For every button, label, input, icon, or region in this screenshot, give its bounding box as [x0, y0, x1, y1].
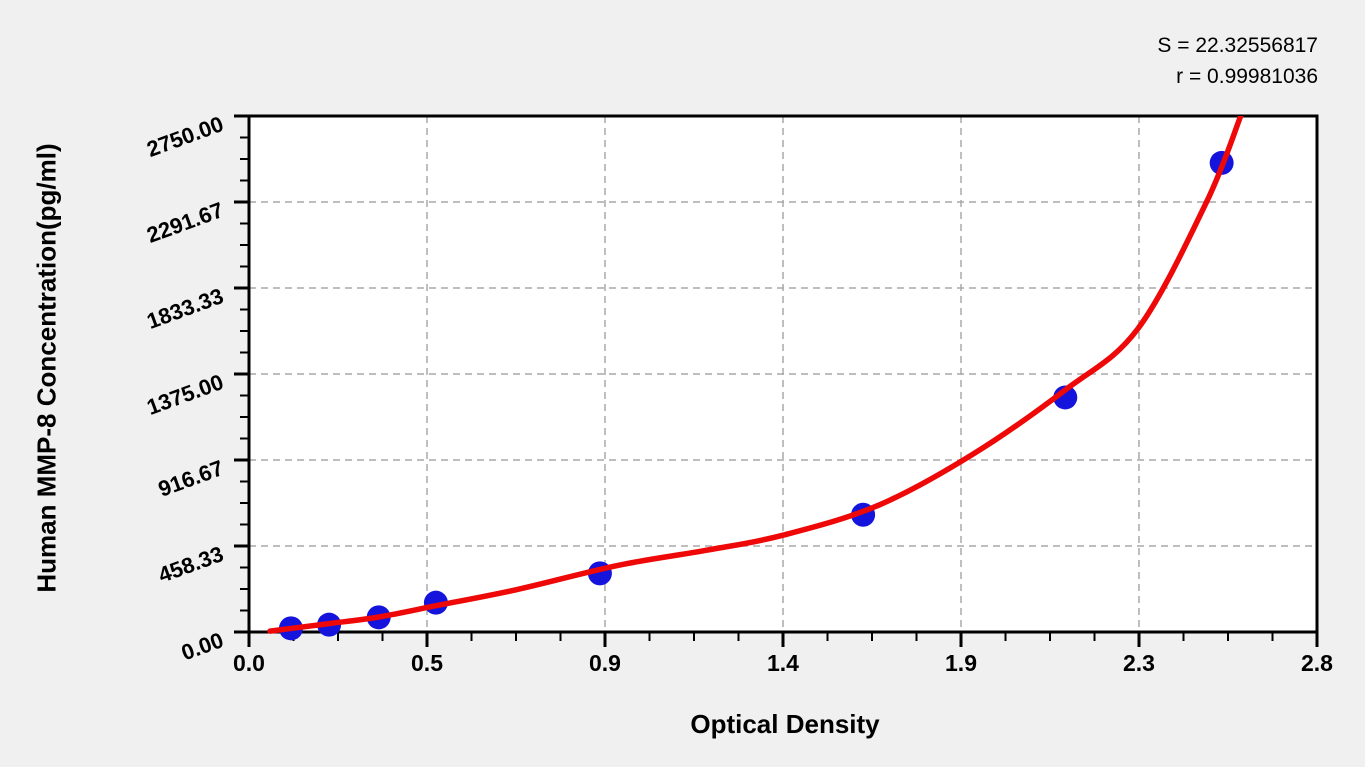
x-tick-label: 2.8 — [1301, 650, 1333, 676]
r-value-text: r = 0.99981036 — [1176, 65, 1318, 88]
x-tick-label: 0.0 — [233, 650, 265, 676]
x-tick-label: 0.9 — [589, 650, 621, 676]
x-tick-label: 2.3 — [1123, 650, 1155, 676]
y-tick-label: 2750.00 — [143, 111, 226, 162]
y-tick-label: 458.33 — [155, 541, 227, 588]
fit-curve — [267, 116, 1244, 634]
y-axis-title: Human MMP-8 Concentration(pg/ml) — [31, 143, 62, 593]
x-tick-label: 0.5 — [411, 650, 443, 676]
y-tick-label: 0.00 — [178, 627, 227, 665]
fit-statistics: S = 22.32556817 r = 0.99981036 — [1157, 30, 1318, 92]
s-value-text: S = 22.32556817 — [1157, 34, 1318, 57]
y-tick-label: 916.67 — [155, 455, 227, 502]
y-tick-labels: 0.00 458.33 916.67 1375.00 1833.33 2291.67 275… — [143, 111, 226, 665]
x-tick-labels: 0.0 0.5 0.9 1.4 1.9 2.3 2.8 — [233, 650, 1333, 676]
x-tick-label: 1.4 — [767, 650, 799, 676]
x-tick-label: 1.9 — [945, 650, 977, 676]
plot-border — [247, 114, 1319, 634]
y-tick-label: 1833.33 — [143, 283, 226, 334]
y-tick-label: 2291.67 — [143, 197, 226, 248]
gridlines — [249, 116, 1317, 632]
x-axis-title: Optical Density — [690, 709, 880, 739]
y-tick-label: 1375.00 — [143, 369, 226, 420]
